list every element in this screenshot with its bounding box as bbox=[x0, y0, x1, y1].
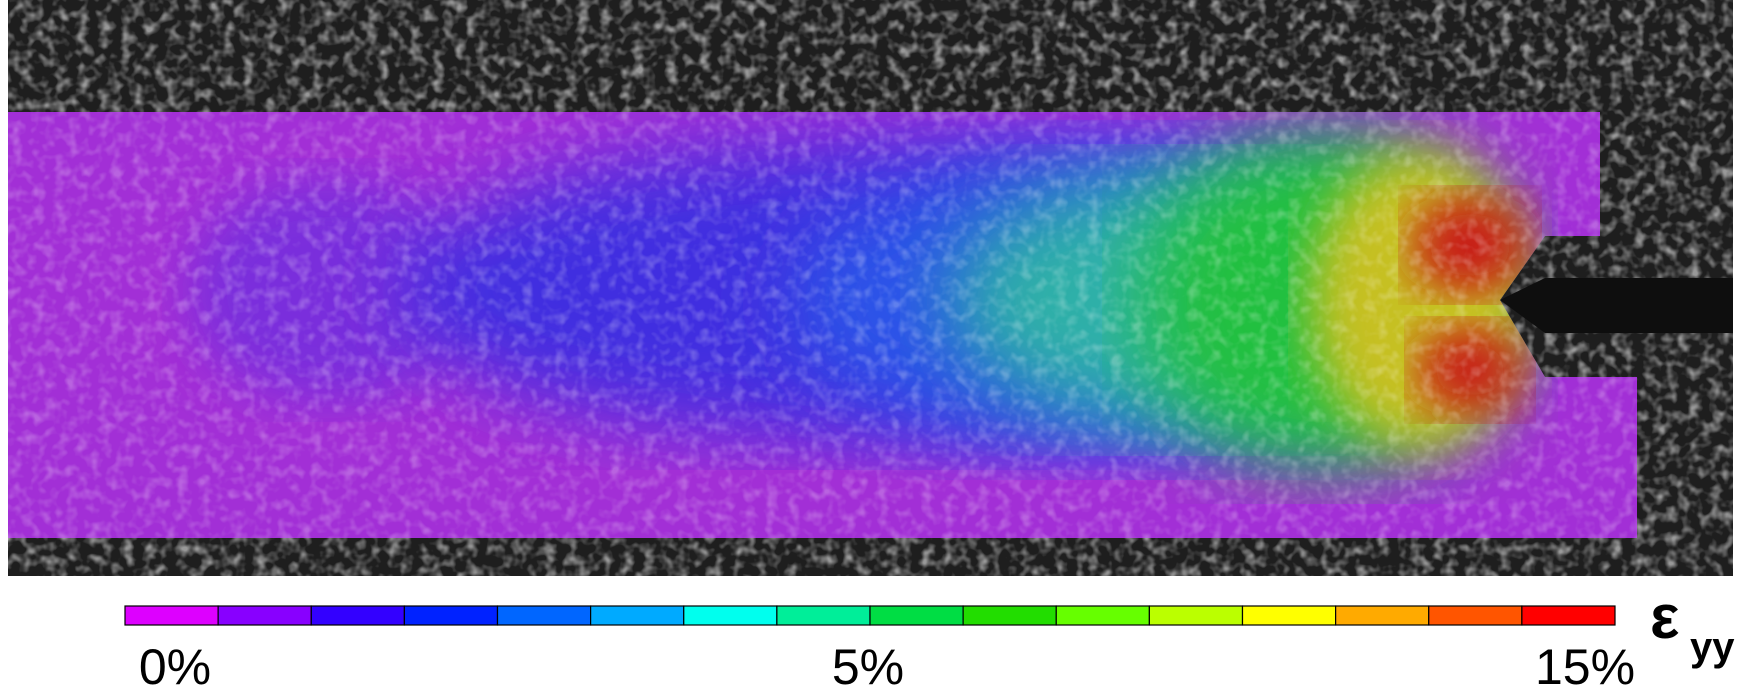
colorbar-segment bbox=[683, 605, 778, 626]
colorbar-label: 15% bbox=[1535, 639, 1635, 686]
colorbar-segment bbox=[1335, 605, 1430, 626]
subscript: yy bbox=[1690, 625, 1735, 669]
colorbar-segment bbox=[962, 605, 1057, 626]
symbol: ε bbox=[1650, 583, 1679, 652]
colorbar-segment bbox=[217, 605, 312, 626]
strain-field bbox=[8, 112, 1637, 538]
colorbar-label: 0% bbox=[139, 639, 211, 686]
colorbar-segment bbox=[310, 605, 405, 626]
colorbar-segment bbox=[496, 605, 592, 626]
colorbar-label: 5% bbox=[832, 639, 904, 686]
colorbar-segment bbox=[1241, 605, 1337, 626]
colorbar-segment bbox=[403, 605, 499, 626]
colorbar-segment bbox=[590, 605, 685, 626]
colorbar-segment bbox=[1148, 605, 1244, 626]
colorbar-segment bbox=[1428, 605, 1523, 626]
colorbar-segment bbox=[1055, 605, 1150, 626]
colorbar-segment bbox=[124, 605, 219, 626]
colorbar-segment bbox=[776, 605, 871, 626]
colorbar-segment bbox=[1521, 605, 1616, 626]
colorbar-segment bbox=[869, 605, 964, 626]
colorbar bbox=[124, 605, 1616, 626]
crack bbox=[1500, 278, 1733, 333]
